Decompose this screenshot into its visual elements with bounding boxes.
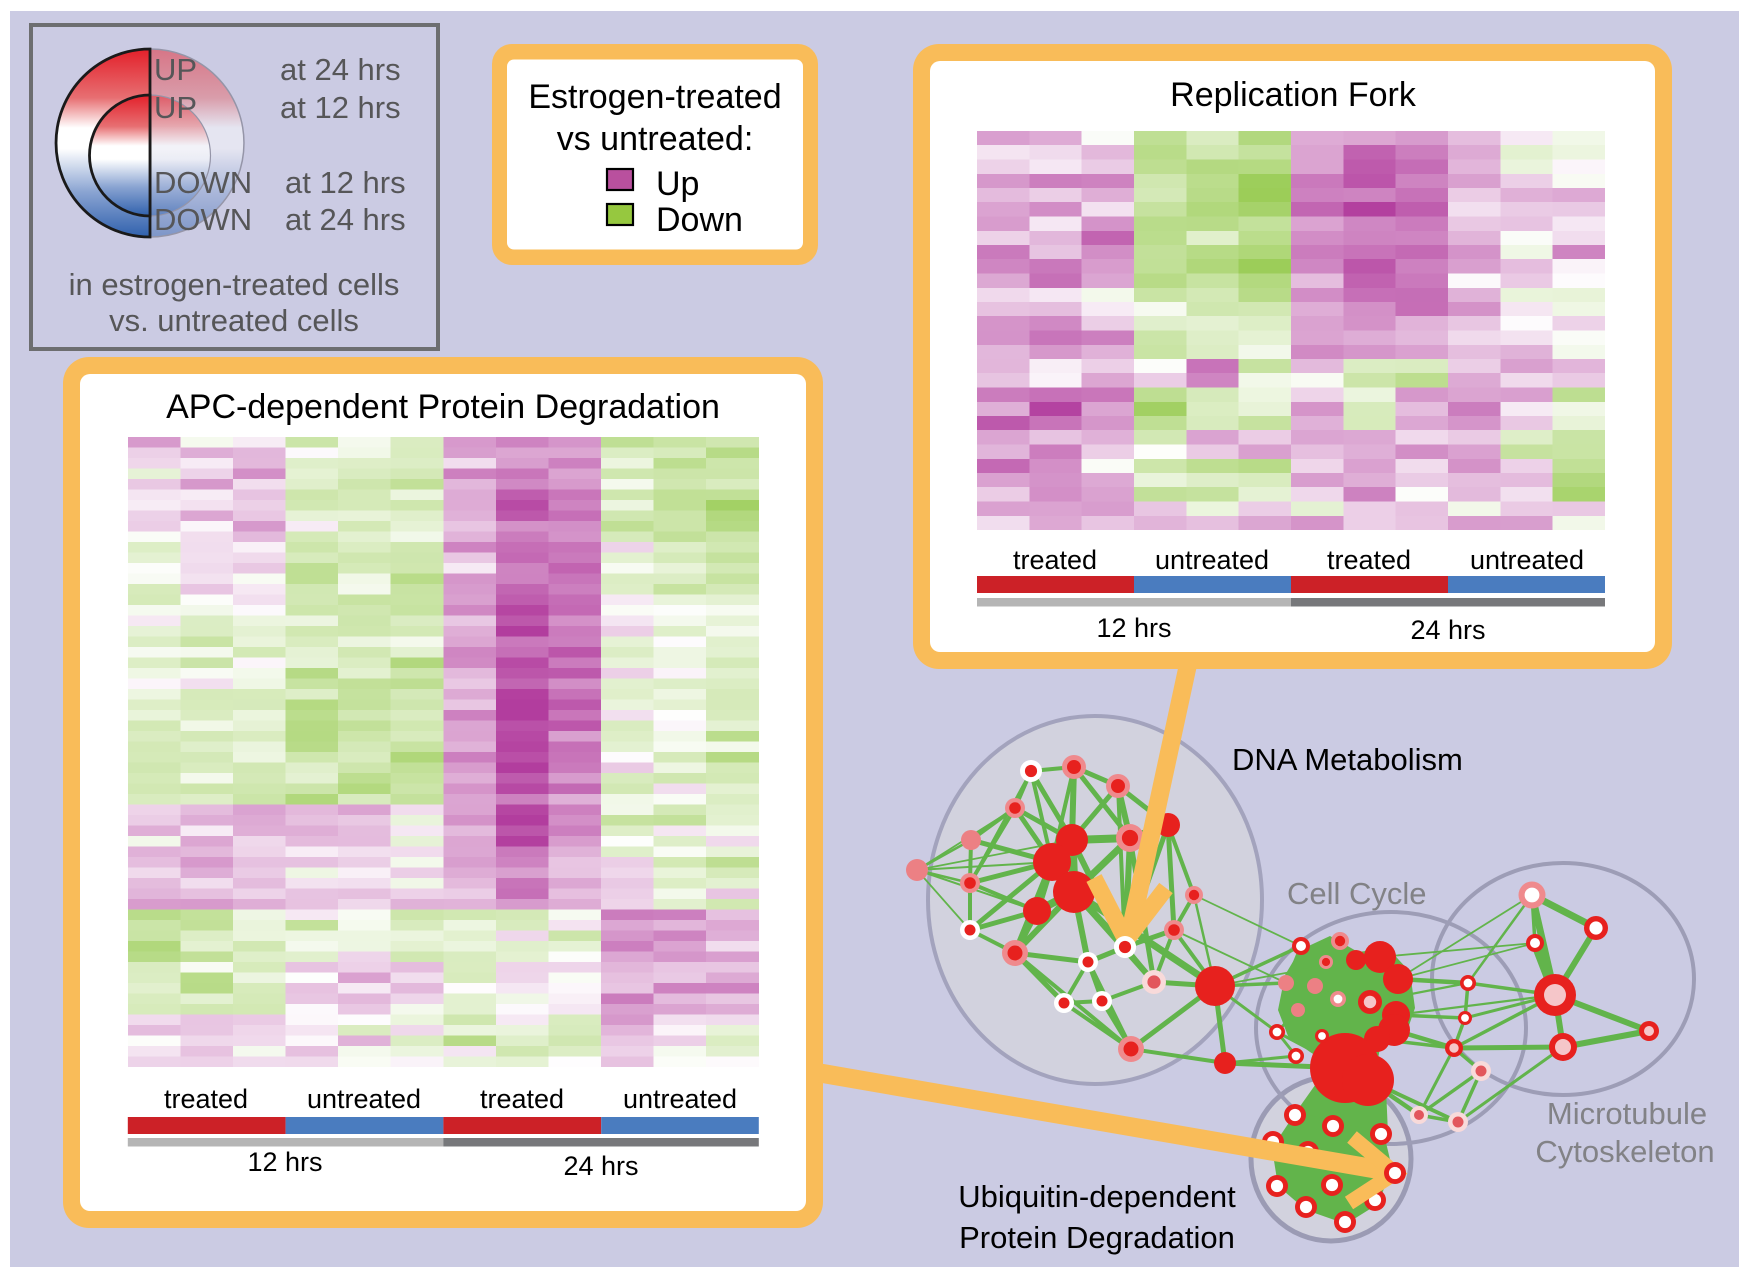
svg-text:Protein Degradation: Protein Degradation [959,1220,1235,1255]
svg-text:untreated: untreated [623,1084,737,1114]
svg-text:treated: treated [1013,545,1097,575]
svg-text:DNA Metabolism: DNA Metabolism [1232,742,1463,777]
svg-text:untreated: untreated [1470,545,1584,575]
svg-text:24 hrs: 24 hrs [1410,615,1485,645]
svg-text:Ubiquitin-dependent: Ubiquitin-dependent [958,1179,1236,1214]
svg-text:at 24 hrs: at 24 hrs [280,52,401,87]
svg-text:UP: UP [154,90,197,125]
svg-text:UP: UP [154,52,197,87]
svg-text:Replication Fork: Replication Fork [1170,76,1417,114]
svg-text:DOWN: DOWN [154,165,252,200]
svg-text:APC-dependent Protein Degradat: APC-dependent Protein Degradation [166,388,720,426]
svg-text:Down: Down [656,201,743,239]
svg-text:at 12 hrs: at 12 hrs [280,90,401,125]
svg-text:treated: treated [164,1084,248,1114]
svg-text:vs untreated:: vs untreated: [557,120,754,158]
svg-text:treated: treated [480,1084,564,1114]
svg-text:Cell Cycle: Cell Cycle [1287,876,1427,911]
svg-text:DOWN: DOWN [154,202,252,237]
svg-text:Cytoskeleton: Cytoskeleton [1535,1134,1714,1169]
svg-text:Estrogen-treated: Estrogen-treated [528,78,781,116]
svg-text:untreated: untreated [307,1084,421,1114]
svg-text:24 hrs: 24 hrs [563,1151,638,1181]
svg-text:untreated: untreated [1155,545,1269,575]
svg-text:Up: Up [656,165,699,203]
svg-text:vs. untreated cells: vs. untreated cells [109,303,359,338]
svg-text:treated: treated [1327,545,1411,575]
svg-text:12 hrs: 12 hrs [1096,613,1171,643]
svg-text:12 hrs: 12 hrs [247,1147,322,1177]
svg-text:in estrogen-treated cells: in estrogen-treated cells [69,267,400,302]
svg-text:Microtubule: Microtubule [1547,1096,1707,1131]
svg-text:at 12 hrs: at 12 hrs [285,165,406,200]
svg-text:at 24 hrs: at 24 hrs [285,202,406,237]
